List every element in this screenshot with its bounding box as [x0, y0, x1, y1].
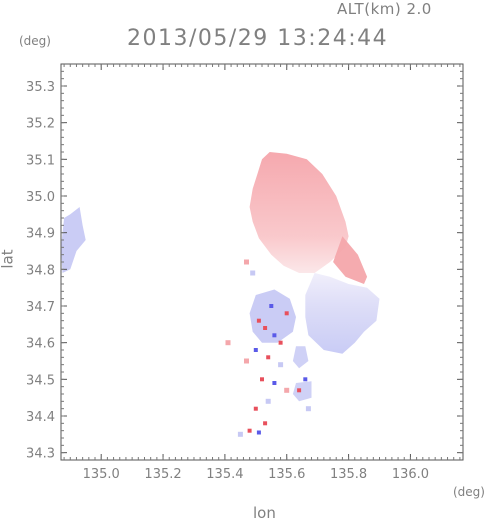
altitude-label: ALT(km) 2.0	[337, 0, 432, 18]
axis-ticks: 34.3 34.4 34.5 34.6 34.7 34.8 34.9 35.0 35.1 35.2…	[26, 64, 463, 482]
echo-region-southwest-blob	[249, 289, 296, 343]
echo-speckle	[305, 406, 311, 412]
y-tick-label: 35.2	[26, 117, 55, 132]
y-tick-label: 35.1	[26, 153, 55, 168]
y-tick-label: 34.9	[26, 227, 55, 242]
echo-speckle	[263, 421, 268, 426]
x-axis-label: lon	[253, 504, 276, 522]
x-tick-label: 135.4	[206, 467, 243, 482]
echo-speckle	[225, 340, 231, 346]
echo-region-south-fragment-2	[292, 381, 312, 402]
echo-speckle	[237, 431, 243, 437]
echo-speckle	[265, 398, 271, 404]
echo-speckle	[244, 358, 249, 364]
y-unit-label: (deg)	[19, 34, 51, 48]
echo-region-south-fragment-1	[292, 346, 309, 369]
echo-speckle	[256, 430, 261, 435]
echo-speckle	[303, 377, 308, 382]
x-unit-label: (deg)	[453, 485, 485, 499]
plot-frame	[60, 63, 464, 461]
echo-speckle	[297, 388, 302, 393]
x-tick-label: 136.0	[392, 467, 429, 482]
y-tick-label: 34.5	[26, 373, 55, 388]
echo-speckle	[263, 326, 268, 330]
echo-speckle	[278, 362, 284, 368]
timestamp-title: 2013/05/29 13:24:44	[127, 26, 389, 51]
echo-speckles	[225, 259, 311, 437]
echo-speckle	[278, 340, 283, 345]
echo-speckle	[269, 304, 274, 308]
echo-speckle	[284, 311, 289, 316]
echo-speckle	[253, 348, 258, 352]
echo-speckle	[284, 387, 290, 393]
echo-speckle	[266, 355, 271, 360]
y-tick-label: 34.6	[26, 337, 55, 352]
echo-speckle	[272, 381, 277, 385]
echo-speckle	[244, 259, 249, 265]
echo-region-north-main	[249, 152, 349, 273]
x-tick-label: 135.0	[83, 467, 120, 482]
y-tick-label: 35.3	[26, 80, 55, 95]
echo-region-southeast-lobe	[305, 273, 380, 354]
y-tick-label: 34.3	[26, 447, 55, 462]
y-tick-label: 34.7	[26, 300, 55, 315]
echo-region-west-edge	[61, 207, 86, 273]
echo-regions	[61, 152, 380, 402]
echo-speckle	[253, 406, 258, 411]
echo-speckle	[260, 377, 264, 382]
x-tick-label: 135.8	[330, 467, 367, 482]
y-tick-label: 34.4	[26, 410, 55, 425]
y-tick-label: 34.8	[26, 263, 55, 278]
echo-speckle	[250, 270, 256, 276]
echo-speckle	[272, 333, 277, 338]
y-tick-label: 35.0	[26, 190, 55, 205]
x-tick-label: 135.6	[268, 467, 305, 482]
echo-speckle	[247, 428, 252, 433]
echo-region-east-lobe	[333, 236, 368, 284]
echo-speckle	[256, 318, 261, 323]
x-tick-label: 135.2	[144, 467, 181, 482]
